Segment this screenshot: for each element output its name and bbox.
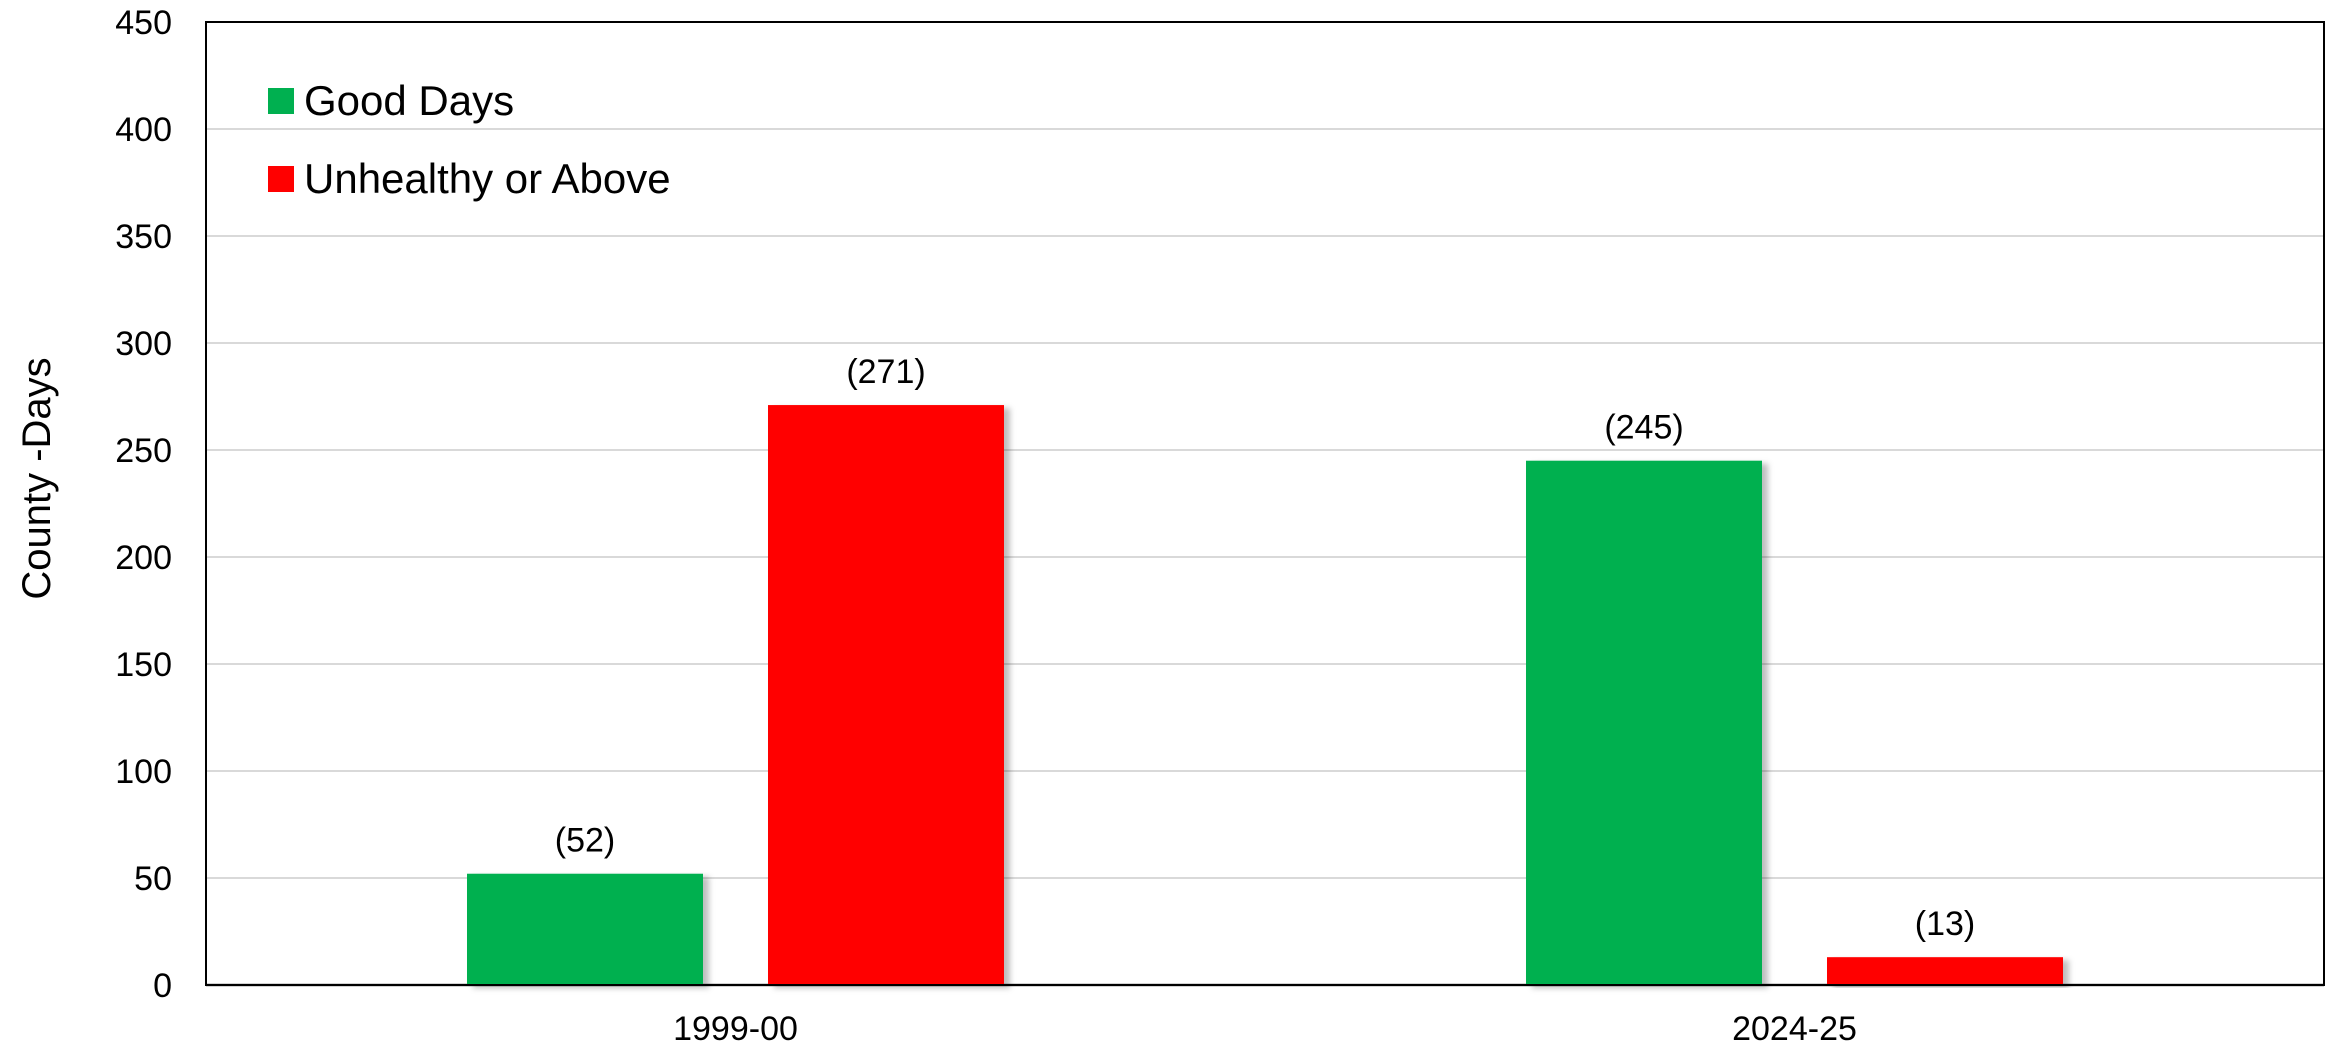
data-label: (245)	[1604, 409, 1683, 447]
y-tick-label: 100	[115, 753, 172, 791]
data-label: (13)	[1915, 905, 1975, 943]
x-axis-ticks: 1999-00 2024-25	[673, 1010, 1857, 1047]
y-tick-label: 400	[115, 111, 172, 149]
y-tick-label: 0	[153, 967, 172, 1005]
bars	[467, 405, 2063, 985]
y-tick-label: 450	[115, 4, 172, 42]
bar-unhealthy-2024-25	[1827, 957, 2063, 985]
legend-swatch	[268, 88, 294, 114]
y-tick-label: 350	[115, 218, 172, 256]
bar-good-days-2024-25	[1526, 460, 1762, 985]
x-tick-label: 2024-25	[1732, 1010, 1857, 1047]
plot-area-border	[205, 21, 2325, 986]
data-label: (271)	[846, 353, 925, 391]
data-label: (52)	[555, 822, 615, 860]
y-tick-label: 150	[115, 646, 172, 684]
y-tick-label: 50	[134, 860, 172, 898]
bar-good-days-1999-00	[467, 873, 703, 985]
legend-label: Unhealthy or Above	[304, 155, 671, 202]
y-tick-label: 250	[115, 432, 172, 470]
data-labels: (52) (271) (245) (13)	[555, 353, 1975, 943]
y-axis-title: County -Days	[15, 357, 59, 599]
y-axis-ticks: 0 50 100 150 200 250 300 350 400 450	[115, 4, 172, 1005]
legend-label: Good Days	[304, 77, 514, 124]
legend-swatch	[268, 166, 294, 192]
bar-unhealthy-1999-00	[768, 405, 1004, 985]
gridlines	[206, 128, 2324, 987]
y-tick-label: 300	[115, 325, 172, 363]
legend: Good Days Unhealthy or Above	[268, 77, 671, 202]
x-tick-label: 1999-00	[673, 1010, 798, 1047]
y-tick-label: 200	[115, 539, 172, 577]
